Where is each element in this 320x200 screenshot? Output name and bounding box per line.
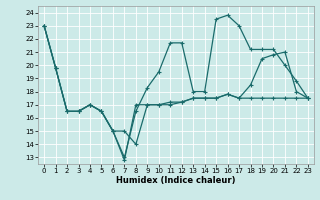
X-axis label: Humidex (Indice chaleur): Humidex (Indice chaleur) [116,176,236,185]
